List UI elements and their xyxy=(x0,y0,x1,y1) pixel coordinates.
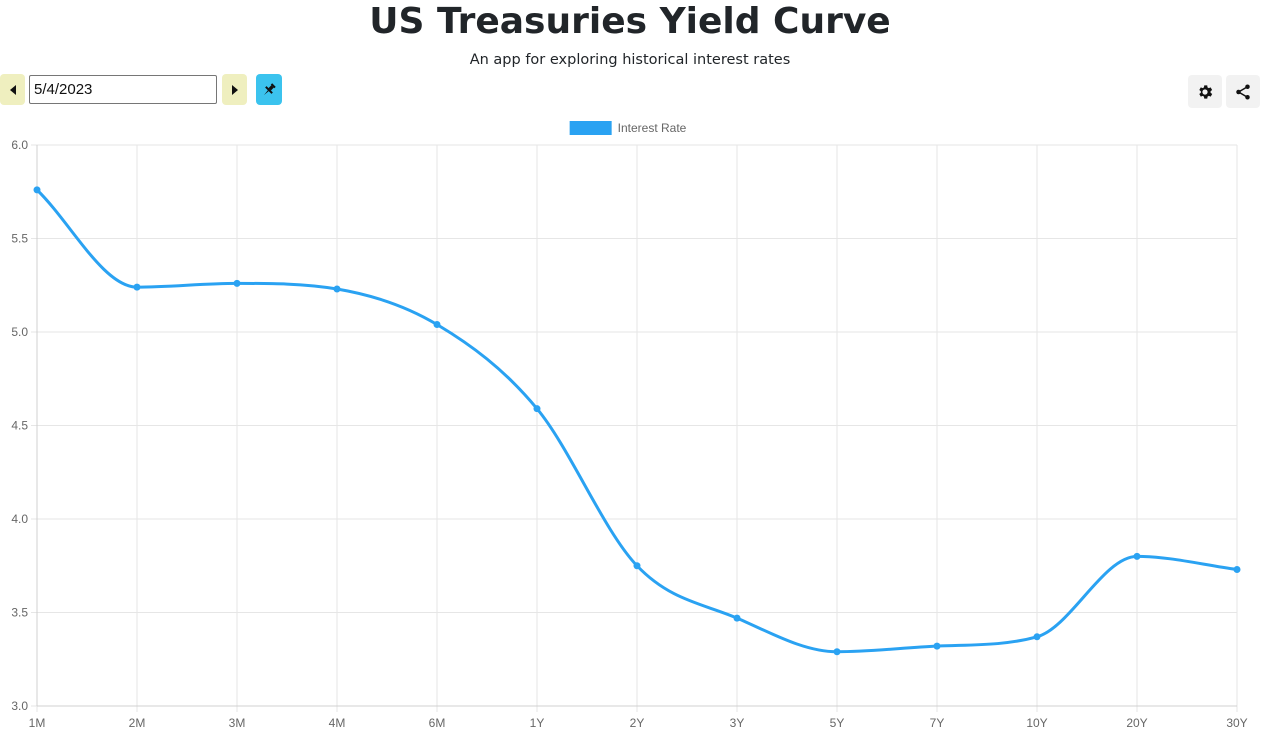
next-date-button[interactable] xyxy=(222,74,247,105)
x-tick-label: 2Y xyxy=(630,716,645,730)
page-title: US Treasuries Yield Curve xyxy=(369,1,891,42)
x-tick-label: 10Y xyxy=(1026,716,1047,730)
x-tick-label: 3M xyxy=(229,716,246,730)
y-tick-label: 5.5 xyxy=(11,232,28,246)
data-point-10Y[interactable] xyxy=(1033,633,1041,641)
data-point-5Y[interactable] xyxy=(833,648,841,656)
x-tick-label: 6M xyxy=(429,716,446,730)
x-tick-label: 1Y xyxy=(530,716,545,730)
yield-curve-chart: 3.0 3.5 4.0 4.5 5.0 5.5 6.0 1M 2M 3M 4M 6M 1Y 2Y 3Y 5Y 7… xyxy=(11,121,1248,730)
x-tick-label: 3Y xyxy=(730,716,745,730)
page-subtitle: An app for exploring historical interest… xyxy=(469,52,791,68)
x-tick-label: 1M xyxy=(29,716,46,730)
caret-left-icon xyxy=(9,84,16,95)
share-icon xyxy=(1236,84,1250,99)
settings-button[interactable] xyxy=(1188,75,1222,108)
x-tick-label: 30Y xyxy=(1226,716,1247,730)
pin-icon xyxy=(264,82,276,95)
caret-right-icon xyxy=(231,84,238,95)
share-button[interactable] xyxy=(1226,75,1260,108)
x-tick-label: 5Y xyxy=(830,716,845,730)
y-tick-label: 3.0 xyxy=(11,699,28,713)
y-tick-label: 4.0 xyxy=(11,512,28,526)
x-tick-label: 20Y xyxy=(1126,716,1147,730)
pin-button[interactable] xyxy=(256,74,282,105)
data-point-1Y[interactable] xyxy=(533,405,541,413)
data-point-2Y[interactable] xyxy=(633,562,641,570)
legend-label: Interest Rate xyxy=(618,121,687,135)
previous-date-button[interactable] xyxy=(0,74,25,105)
data-point-7Y[interactable] xyxy=(933,642,941,650)
data-point-1M[interactable] xyxy=(33,186,41,194)
y-tick-label: 6.0 xyxy=(11,138,28,152)
x-tick-label: 7Y xyxy=(930,716,945,730)
data-point-30Y[interactable] xyxy=(1233,565,1241,573)
y-tick-label: 5.0 xyxy=(11,325,28,339)
legend-swatch xyxy=(569,121,612,135)
x-tick-label: 2M xyxy=(129,716,146,730)
data-point-4M[interactable] xyxy=(333,285,341,293)
data-point-6M[interactable] xyxy=(433,321,441,329)
y-tick-label: 3.5 xyxy=(11,606,28,620)
date-input[interactable] xyxy=(29,75,217,104)
data-point-3Y[interactable] xyxy=(733,614,741,622)
gear-icon xyxy=(1199,84,1213,99)
chart-legend[interactable]: Interest Rate xyxy=(569,121,687,135)
x-tick-label: 4M xyxy=(329,716,346,730)
data-point-20Y[interactable] xyxy=(1133,552,1141,560)
series-points xyxy=(33,186,1241,656)
data-point-3M[interactable] xyxy=(233,279,241,287)
data-point-2M[interactable] xyxy=(133,283,141,291)
chart-axes: 3.0 3.5 4.0 4.5 5.0 5.5 6.0 1M 2M 3M 4M 6M 1Y 2Y 3Y 5Y 7… xyxy=(11,138,1247,730)
y-tick-label: 4.5 xyxy=(11,419,28,433)
